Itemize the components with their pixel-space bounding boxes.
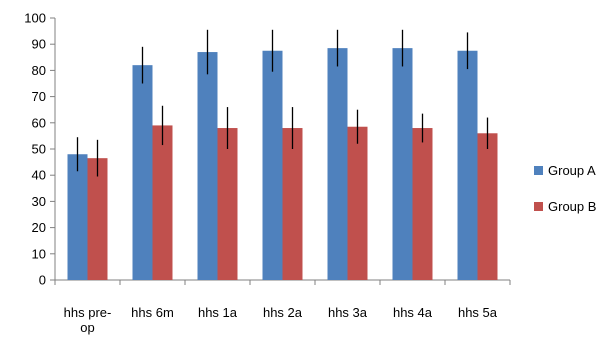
- legend: Group A Group B: [534, 163, 596, 214]
- legend-swatch: [534, 202, 543, 211]
- y-tick-label: 10: [32, 246, 46, 261]
- bar-group-a: [197, 52, 218, 281]
- bar-group-a: [327, 48, 348, 280]
- x-tick-label: hhs 4a: [393, 305, 433, 320]
- bar-group-b: [477, 133, 498, 280]
- y-tick-label: 100: [24, 11, 46, 26]
- bar-group-b: [152, 125, 173, 280]
- legend-swatch: [534, 166, 543, 175]
- bar-group-a: [132, 65, 153, 280]
- tick-labels: 0 10 20 30 40 50 60 70 80 90 100 hhs pre-op hhs 6m hh…: [24, 11, 497, 336]
- error-bars: [76, 29, 489, 177]
- x-tick-label: hhs 5a: [458, 305, 498, 320]
- y-tick-label: 60: [32, 115, 46, 130]
- bar-group-b: [87, 158, 108, 280]
- y-tick-label: 40: [32, 168, 46, 183]
- y-tick-label: 80: [32, 63, 46, 78]
- x-tick-label: hhs pre-op: [64, 305, 112, 335]
- axes: [50, 17, 511, 285]
- bar-group-a: [392, 48, 413, 280]
- y-tick-label: 0: [39, 273, 46, 288]
- x-tick-label: hhs 6m: [131, 305, 174, 320]
- x-tick-label: hhs 1a: [198, 305, 238, 320]
- bar-group-a: [67, 154, 88, 280]
- legend-label: Group A: [548, 163, 596, 178]
- y-tick-label: 50: [32, 142, 46, 157]
- bar-group-b: [282, 128, 303, 280]
- bar-group-b: [217, 128, 238, 280]
- y-tick-label: 20: [32, 220, 46, 235]
- y-tick-label: 30: [32, 194, 46, 209]
- legend-label: Group B: [548, 199, 596, 214]
- bar-group-b: [347, 126, 368, 280]
- bar-group-b: [412, 128, 433, 280]
- bars: [67, 48, 498, 281]
- bar-group-a: [262, 50, 283, 280]
- x-tick-label: hhs 3a: [328, 305, 368, 320]
- x-tick-label: hhs 2a: [263, 305, 303, 320]
- y-tick-label: 70: [32, 89, 46, 104]
- y-tick-label: 90: [32, 37, 46, 52]
- bar-group-a: [457, 50, 478, 280]
